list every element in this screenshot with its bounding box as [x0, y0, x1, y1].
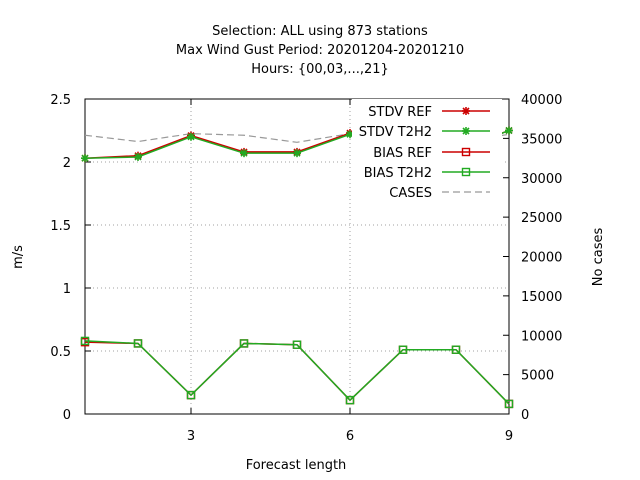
y2-tick-label: 20000	[521, 251, 562, 266]
series-bias-t2h2	[80, 336, 514, 409]
marker-stroke-d2	[293, 149, 301, 157]
legend-label: STDV T2H2	[359, 125, 432, 140]
legend-marker	[462, 107, 470, 115]
legend-label: BIAS T2H2	[364, 166, 432, 181]
y-tick-label: 2	[63, 156, 71, 171]
data-point	[293, 149, 301, 158]
marker-stroke-d2	[462, 127, 470, 135]
y2-tick-label: 30000	[521, 172, 562, 187]
y-tick-label: 0.5	[50, 345, 71, 360]
legend-label: BIAS REF	[373, 146, 432, 161]
y2-tick-label: 35000	[521, 132, 562, 147]
chart-title-line-2: Max Wind Gust Period: 20201204-20201210	[176, 43, 464, 58]
y-tick-label: 2.5	[50, 93, 71, 108]
y-tick-label: 1	[63, 282, 71, 297]
legend-entry-cases: CASES	[389, 186, 490, 201]
grid-layer	[85, 99, 509, 414]
legend-entry-stdv-ref: STDV REF	[368, 105, 490, 120]
y2-axis-label: No cases	[591, 228, 606, 287]
y2-tick-label: 0	[521, 408, 529, 423]
data-point	[451, 345, 461, 354]
chart-title-line-1: Selection: ALL using 873 stations	[212, 24, 428, 39]
y2-tick-label: 5000	[521, 369, 554, 384]
data-point	[134, 152, 142, 161]
legend-entry-stdv-t2h2: STDV T2H2	[359, 125, 490, 140]
legend-entry-bias-ref: BIAS REF	[373, 146, 490, 161]
data-point	[398, 345, 408, 354]
data-point	[239, 339, 249, 348]
marker-stroke-d2	[240, 149, 248, 157]
y2-tick-label: 10000	[521, 329, 562, 344]
y-axis-label: m/s	[11, 245, 26, 269]
marker-stroke-d2	[505, 126, 513, 135]
legend-label: STDV REF	[368, 105, 432, 120]
data-point	[292, 340, 302, 349]
x-tick-label: 6	[346, 429, 354, 444]
legend-marker	[462, 127, 470, 135]
marker-stroke-d2	[81, 154, 89, 162]
data-point	[505, 126, 513, 135]
data-point	[81, 154, 89, 163]
ticks-layer: 0 0.5 1 1.5 2 2.5 0 5000 10000 15000 20000 25000 300…	[50, 93, 562, 444]
legend-marker	[461, 147, 471, 157]
legend-marker	[461, 167, 471, 177]
data-point	[133, 339, 143, 348]
y-tick-label: 1.5	[50, 219, 71, 234]
data-point	[345, 395, 355, 405]
legend-label: CASES	[389, 186, 432, 201]
y2-tick-label: 25000	[521, 211, 562, 226]
data-point	[504, 399, 514, 409]
x-axis-label: Forecast length	[246, 458, 347, 473]
data-point	[187, 132, 195, 141]
marker-stroke-d2	[187, 133, 195, 141]
series-line	[84, 340, 510, 405]
legend-entry-bias-t2h2: BIAS T2H2	[364, 166, 490, 181]
marker-stroke-d2	[134, 153, 142, 161]
data-point	[240, 149, 248, 158]
y2-tick-label: 40000	[521, 93, 562, 108]
chart-title-line-3: Hours: {00,03,...,21}	[251, 62, 389, 77]
legend-background	[352, 99, 502, 202]
legend: STDV REF STDV T2H2 BIAS REF BIAS T2H2 CASES	[352, 99, 502, 202]
data-point	[186, 390, 196, 400]
data-point	[80, 336, 90, 346]
y2-tick-label: 15000	[521, 290, 562, 305]
marker-stroke-d2	[462, 107, 470, 115]
x-tick-label: 9	[505, 429, 513, 444]
x-tick-label: 3	[187, 429, 195, 444]
y-tick-label: 0	[63, 408, 71, 423]
